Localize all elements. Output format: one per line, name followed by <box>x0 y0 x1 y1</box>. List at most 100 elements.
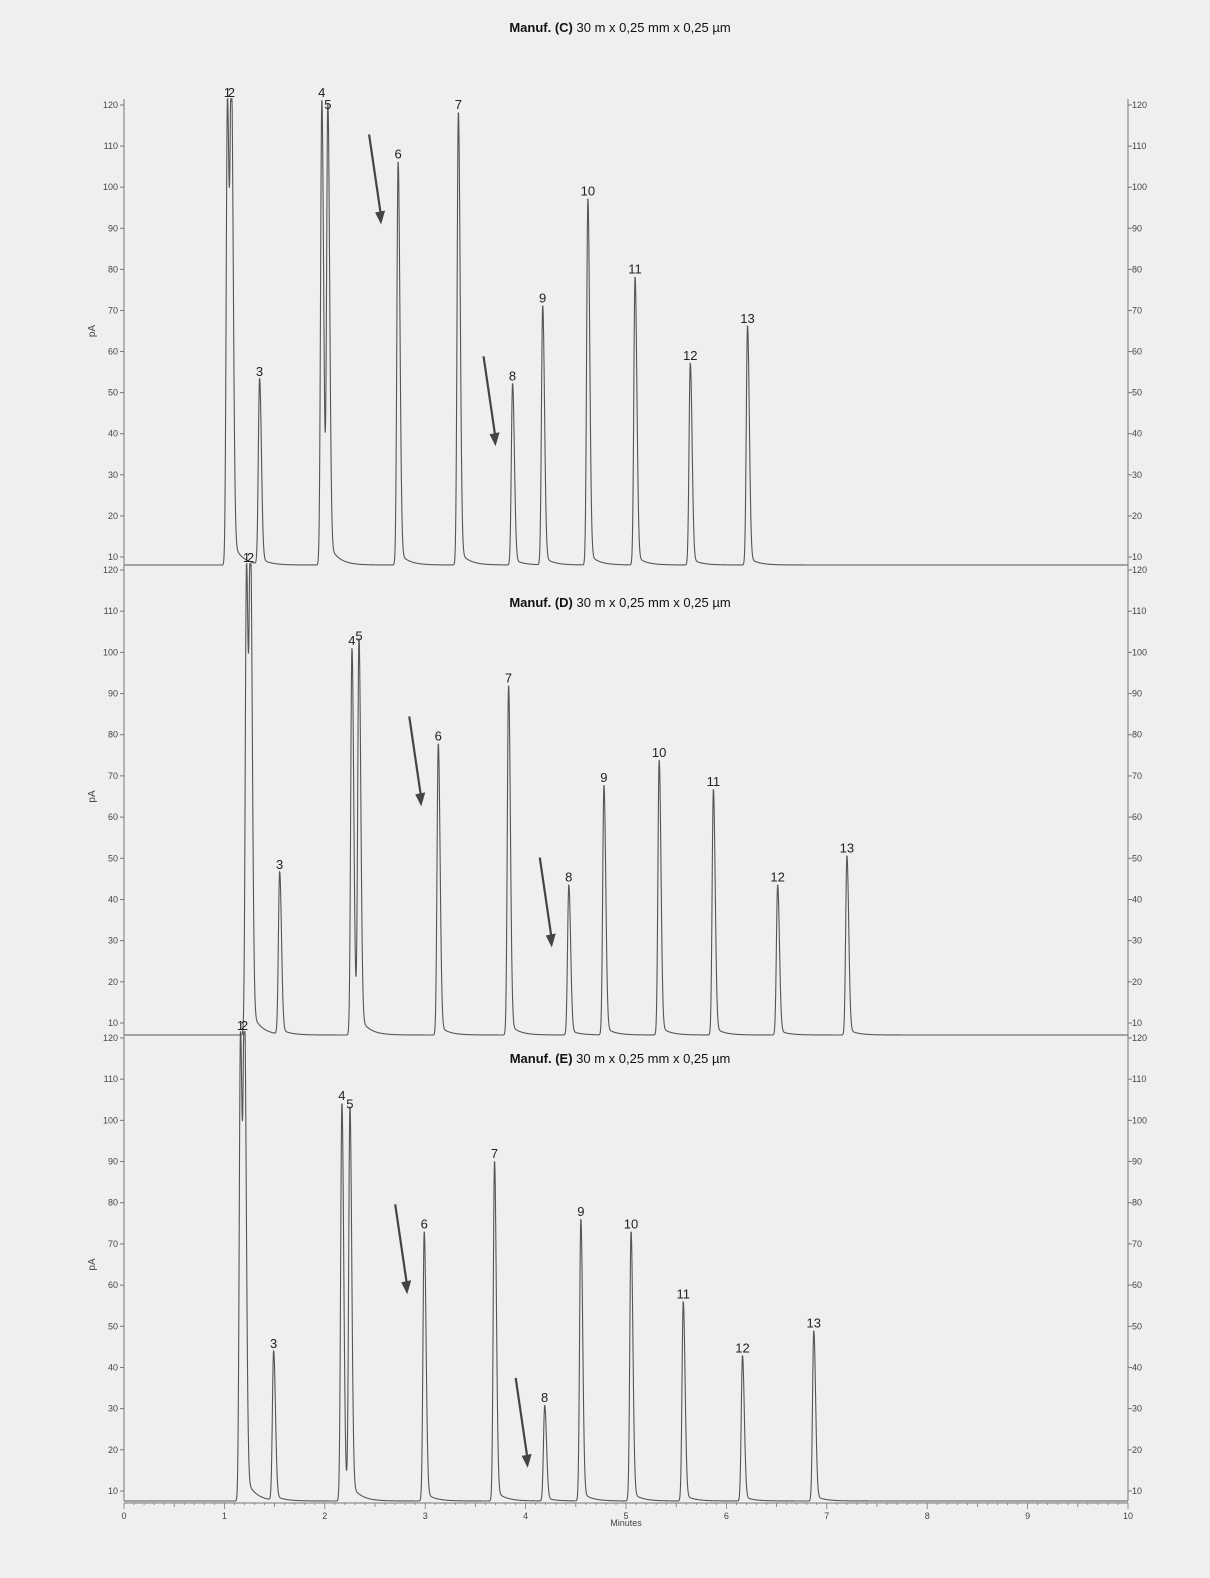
y-tick-label-right: 40 <box>1132 1362 1142 1372</box>
y-tick-label-right: 60 <box>1132 347 1142 357</box>
y-tick-label-right: 60 <box>1132 812 1142 822</box>
y-tick-label-right: 30 <box>1132 936 1142 946</box>
y-tick-label-left: 80 <box>108 730 118 740</box>
peak-label-6: 6 <box>394 147 401 162</box>
peak-label-1: 1 <box>224 85 231 100</box>
y-tick-label-left: 90 <box>108 689 118 699</box>
y-tick-label-right: 70 <box>1132 305 1142 315</box>
y-tick-label-left: 100 <box>103 647 118 657</box>
y-tick-label-right: 30 <box>1132 1404 1142 1414</box>
x-axis-label: Minutes <box>610 1518 642 1528</box>
annotation-arrow-head <box>545 933 556 948</box>
y-tick-label-left: 50 <box>108 1321 118 1331</box>
peak-apex-4 <box>341 1103 343 1105</box>
y-tick-label-right: 80 <box>1132 730 1142 740</box>
annotation-arrow-head <box>415 792 426 807</box>
y-tick-label-left: 70 <box>108 305 118 315</box>
peak-label-2: 2 <box>247 550 254 565</box>
y-tick-label-left: 60 <box>108 347 118 357</box>
y-tick-label-left: 120 <box>103 1033 118 1043</box>
peak-label-9: 9 <box>539 290 546 305</box>
peak-label-9: 9 <box>600 770 607 785</box>
annotation-arrow-shaft <box>538 857 553 940</box>
peak-apex-9 <box>541 305 544 308</box>
peak-label-13: 13 <box>807 1316 821 1331</box>
y-tick-label-right: 80 <box>1132 1198 1142 1208</box>
peak-apex-12 <box>689 362 692 365</box>
y-tick-label-left: 60 <box>108 812 118 822</box>
peak-label-13: 13 <box>840 840 854 855</box>
y-tick-label-left: 110 <box>104 141 118 151</box>
peak-apex-12 <box>741 1355 744 1358</box>
peak-label-12: 12 <box>735 1340 749 1355</box>
peak-apex-10 <box>587 198 589 201</box>
peak-label-8: 8 <box>565 870 572 885</box>
y-tick-label-right: 90 <box>1132 689 1142 699</box>
y-tick-label-right: 120 <box>1132 565 1147 575</box>
peak-label-7: 7 <box>505 670 512 685</box>
peak-apex-7 <box>493 1161 496 1163</box>
peak-apex-9 <box>580 1219 582 1221</box>
peak-label-11: 11 <box>676 1287 690 1302</box>
peak-apex-2 <box>249 565 252 567</box>
peak-label-4: 4 <box>348 633 355 648</box>
peak-apex-6 <box>423 1231 425 1234</box>
y-tick-label-left: 70 <box>108 1239 118 1249</box>
peak-apex-5 <box>358 643 360 646</box>
peak-apex-7 <box>457 112 460 115</box>
annotation-arrow-head <box>489 432 500 447</box>
x-tick-label: 10 <box>1123 1511 1133 1521</box>
annotation-arrow-head <box>401 1280 412 1295</box>
y-axis-label: pA <box>87 790 98 803</box>
panel-d: 10 10 20 20 30 30 40 40 50 50 60 60 70 70 80 80 90 90 100 1… <box>87 550 1147 1036</box>
peak-label-8: 8 <box>509 368 516 383</box>
peak-apex-3 <box>258 379 261 381</box>
y-tick-label-left: 50 <box>108 853 118 863</box>
peak-apex-13 <box>846 855 848 858</box>
y-tick-label-left: 20 <box>108 511 118 521</box>
y-tick-label-right: 40 <box>1132 429 1142 439</box>
y-tick-label-right: 40 <box>1132 894 1142 904</box>
peak-apex-6 <box>397 161 399 164</box>
chromatogram-trace <box>124 562 1128 1036</box>
y-tick-label-right: 100 <box>1132 182 1147 192</box>
y-tick-label-right: 120 <box>1132 100 1147 110</box>
y-tick-label-left: 20 <box>108 977 118 987</box>
y-tick-label-left: 10 <box>108 1018 118 1028</box>
y-tick-label-right: 110 <box>1132 606 1146 616</box>
y-tick-label-left: 40 <box>108 894 118 904</box>
x-tick-label: 3 <box>423 1511 428 1521</box>
peak-label-11: 11 <box>628 262 642 277</box>
peak-label-7: 7 <box>455 97 462 112</box>
y-tick-label-left: 40 <box>108 1362 118 1372</box>
x-tick-label: 6 <box>724 1511 729 1521</box>
y-tick-label-right: 10 <box>1132 1486 1142 1496</box>
annotation-arrow-head <box>375 210 386 225</box>
y-tick-label-left: 40 <box>108 429 118 439</box>
y-tick-label-left: 110 <box>104 606 118 616</box>
peak-label-5: 5 <box>355 629 362 644</box>
y-tick-label-right: 100 <box>1132 1115 1147 1125</box>
y-tick-label-left: 120 <box>103 100 118 110</box>
peak-apex-8 <box>543 1405 546 1407</box>
annotation-arrow-head <box>521 1453 532 1468</box>
peak-apex-1 <box>226 100 229 102</box>
y-tick-label-left: 30 <box>108 470 118 480</box>
peak-label-4: 4 <box>318 85 325 100</box>
y-tick-label-right: 110 <box>1132 1074 1146 1084</box>
peak-label-10: 10 <box>581 183 595 198</box>
panel-d-title: Manuf. (D) 30 m x 0,25 mm x 0,25 µm <box>509 595 731 610</box>
annotation-arrow-shaft <box>514 1377 529 1461</box>
y-tick-label-left: 100 <box>103 1115 118 1125</box>
peak-label-9: 9 <box>577 1204 584 1219</box>
annotation-arrow-shaft <box>368 134 383 217</box>
peak-label-1: 1 <box>237 1018 244 1033</box>
peak-apex-13 <box>746 325 749 328</box>
panel-c-title: Manuf. (C) 30 m x 0,25 mm x 0,25 µm <box>509 20 731 35</box>
y-tick-label-right: 90 <box>1132 1157 1142 1167</box>
panel-c: 10 10 20 20 30 30 40 40 50 50 60 60 70 70 80 80 90 90 100 1… <box>87 85 1147 566</box>
y-tick-label-left: 10 <box>108 1486 118 1496</box>
peak-apex-3 <box>272 1351 275 1353</box>
peak-apex-3 <box>278 872 281 874</box>
